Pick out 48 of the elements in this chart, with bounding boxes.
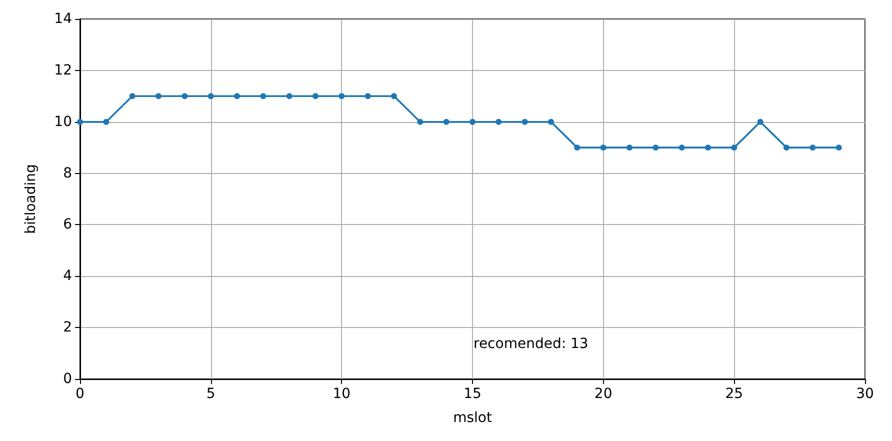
point <box>731 144 738 151</box>
point <box>600 144 606 151</box>
y-tick-label: 6 <box>63 216 72 233</box>
point <box>234 93 240 100</box>
x-tick-label: 25 <box>725 386 744 402</box>
point <box>496 118 502 125</box>
point <box>417 118 424 125</box>
point <box>522 118 528 125</box>
point <box>574 144 580 151</box>
x-tick-label: 20 <box>594 386 612 402</box>
y-tick-label: 2 <box>63 320 72 336</box>
point <box>784 144 790 151</box>
annotation: recomended: 13 <box>474 336 588 352</box>
y-tick-label: 4 <box>63 268 72 284</box>
point <box>286 93 292 100</box>
point <box>757 118 764 125</box>
y-tick-label: 10 <box>54 114 72 130</box>
y-tick-label: 8 <box>63 165 72 182</box>
point <box>652 144 659 151</box>
x-tick-label: 5 <box>206 386 216 402</box>
y-tick-label: 0 <box>63 371 72 387</box>
x-tick-label: 10 <box>332 386 351 402</box>
point <box>678 144 685 151</box>
point <box>129 93 136 100</box>
y-tick-label: 14 <box>54 11 72 27</box>
x-tick-label: 0 <box>76 386 84 402</box>
point <box>208 93 214 100</box>
point <box>338 93 345 100</box>
point <box>103 118 110 125</box>
point <box>364 93 371 100</box>
y-axis-title: bitloading <box>23 164 39 234</box>
x-tick-label: 15 <box>464 386 482 402</box>
x-axis-title: mslot <box>453 410 492 426</box>
point <box>548 118 554 125</box>
point <box>626 144 632 151</box>
point <box>312 93 318 100</box>
point <box>705 144 711 151</box>
point <box>260 93 266 100</box>
point <box>156 93 162 100</box>
point <box>470 118 476 125</box>
point <box>77 118 83 125</box>
point <box>391 93 397 100</box>
point <box>836 144 842 151</box>
point <box>443 118 450 125</box>
x-tick-label: 30 <box>856 386 874 402</box>
point <box>182 93 188 100</box>
point <box>810 144 816 151</box>
y-tick-label: 12 <box>54 62 72 78</box>
